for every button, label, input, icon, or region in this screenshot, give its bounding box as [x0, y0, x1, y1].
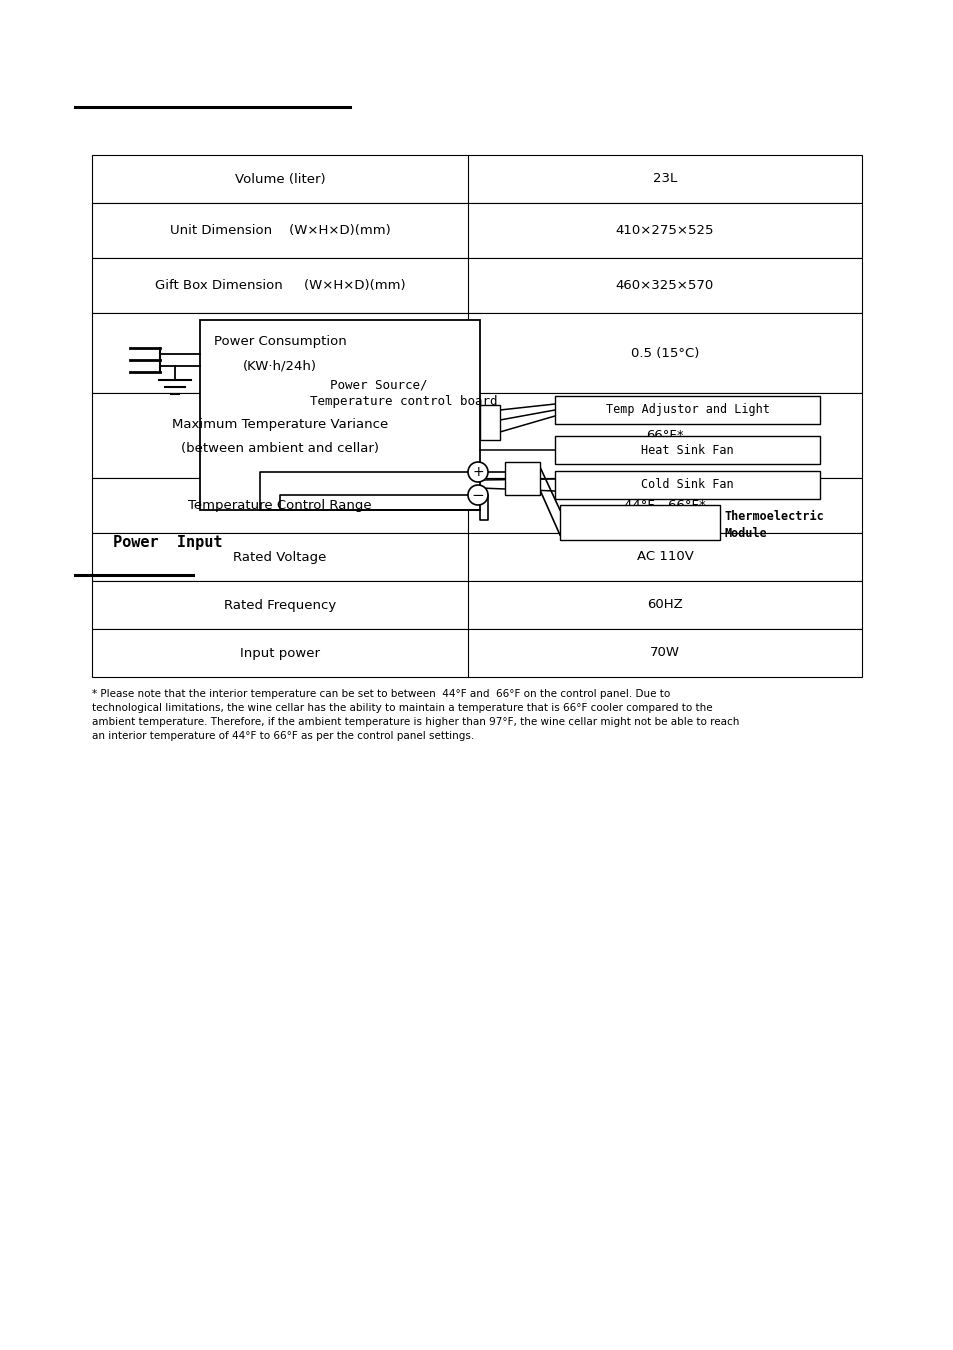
Text: Temp Adjustor and Light: Temp Adjustor and Light [605, 404, 769, 417]
Bar [555, 471, 820, 500]
Text: Volume (liter): Volume (liter) [234, 173, 325, 185]
Bar [91, 258, 862, 313]
Bar [91, 202, 862, 258]
Bar [555, 396, 820, 424]
Text: 66°F*: 66°F* [645, 429, 683, 441]
Text: Heat Sink Fan: Heat Sink Fan [640, 444, 733, 456]
Text: Temperature Control Range: Temperature Control Range [188, 500, 372, 512]
Text: 0.5 (15°C): 0.5 (15°C) [630, 347, 699, 359]
Bar [91, 393, 862, 478]
Text: (between ambient and cellar): (between ambient and cellar) [181, 441, 378, 455]
Text: 23L: 23L [652, 173, 677, 185]
Text: Thermoelectric: Thermoelectric [724, 510, 824, 522]
Text: AC 110V: AC 110V [636, 551, 693, 563]
Text: * Please note that the interior temperature can be set to between  44°F and  66°: * Please note that the interior temperat… [91, 688, 739, 741]
Text: Power Consumption: Power Consumption [213, 336, 346, 348]
Bar [559, 505, 720, 540]
Bar [91, 629, 862, 676]
Text: 460×325×570: 460×325×570 [616, 279, 714, 292]
Bar [91, 313, 862, 393]
Bar [200, 320, 479, 510]
Text: Maximum Temperature Variance: Maximum Temperature Variance [172, 418, 388, 431]
Text: 60HZ: 60HZ [646, 598, 682, 612]
Bar [555, 436, 820, 464]
Text: 44°F - 66°F*: 44°F - 66°F* [623, 500, 705, 512]
Text: Temperature control board: Temperature control board [310, 396, 497, 409]
Text: (KW·h/24h): (KW·h/24h) [243, 359, 316, 373]
Bar [504, 462, 539, 495]
Bar [91, 533, 862, 580]
Text: Power  Input: Power Input [112, 535, 222, 549]
Text: Rated Voltage: Rated Voltage [233, 551, 326, 563]
Circle shape [468, 485, 488, 505]
Bar [91, 155, 862, 202]
Text: Module: Module [724, 526, 767, 540]
Bar [91, 580, 862, 629]
Text: Input power: Input power [240, 647, 319, 660]
Bar [479, 405, 499, 440]
Text: Gift Box Dimension     (W×H×D)(mm): Gift Box Dimension (W×H×D)(mm) [154, 279, 405, 292]
Text: Unit Dimension    (W×H×D)(mm): Unit Dimension (W×H×D)(mm) [170, 224, 390, 238]
Text: 70W: 70W [649, 647, 679, 660]
Text: Cold Sink Fan: Cold Sink Fan [640, 478, 733, 491]
Text: +: + [472, 464, 483, 479]
Text: −: − [471, 487, 484, 502]
Bar [91, 478, 862, 533]
Circle shape [468, 462, 488, 482]
Text: Power Source/: Power Source/ [330, 378, 427, 392]
Text: 410×275×525: 410×275×525 [615, 224, 714, 238]
Text: Rated Frequency: Rated Frequency [224, 598, 335, 612]
